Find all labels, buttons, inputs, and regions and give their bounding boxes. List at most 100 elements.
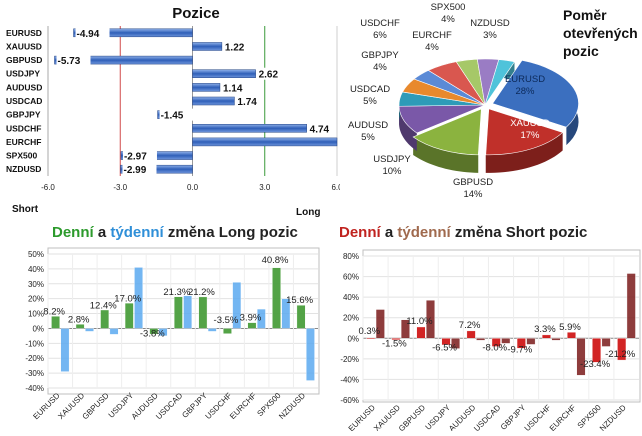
pozice-bar-eurchf — [192, 137, 338, 147]
pie-label-value-spx500: 4% — [441, 14, 455, 25]
y-tick-label: 30% — [28, 280, 44, 289]
pozice-tick-label: -3.0 — [113, 183, 127, 192]
bar-t-denn--gbpusd — [109, 328, 119, 335]
pozice-category-usdjpy: USDJPY — [6, 69, 40, 79]
y-tick-label: -20% — [25, 354, 44, 363]
long-title-part-1: Denní — [52, 224, 94, 241]
pie-label-name-gbpusd: GBPUSD — [453, 177, 493, 188]
bar-t-denn--usdcad — [501, 338, 511, 344]
y-tick-label: -40% — [25, 384, 44, 393]
pie-slice-eurusd — [492, 59, 579, 128]
pozice-chart: Pozice -6.0 -3.0 0.0 3.0 6.0 EURUSD -4.94 XAUUS… — [6, 5, 373, 218]
value-label-usdjpy: 17.0% — [114, 294, 141, 305]
pozice-value-audusd: 1.14 — [223, 83, 243, 94]
bar-t-denn--gbpusd — [426, 300, 435, 339]
pie-label-value-gbpusd: 14% — [463, 189, 483, 200]
bar-t-denn--audusd — [476, 338, 486, 341]
pie-label-name-spx500: SPX500 — [431, 2, 466, 13]
bar-denn--eurchf — [567, 332, 576, 339]
x-tick-eurchf: EURCHF — [548, 403, 578, 431]
bar-t-denn--usdjpy — [451, 338, 461, 349]
y-tick-label: 0% — [32, 324, 44, 333]
pozice-category-usdchf: USDCHF — [6, 123, 41, 133]
bar-denn--usdchf — [223, 328, 232, 334]
pozice-bar-eurusd — [73, 28, 193, 38]
bar-denn--usdcad — [173, 296, 183, 329]
bar-t-denn--audusd — [158, 328, 168, 337]
pie-label-value-eurusd: 28% — [515, 86, 535, 97]
pozice-value-usdchf: 4.74 — [310, 124, 330, 135]
bar-denn--nzdusd — [296, 305, 306, 329]
bar-t-denn--usdjpy — [134, 267, 143, 329]
pie-label-value-gbpjpy: 4% — [373, 62, 387, 73]
pozice-bar-audusd — [192, 83, 221, 92]
pozice-tick-label: 3.0 — [259, 183, 271, 192]
value-label-eurusd: 0.3% — [358, 326, 380, 337]
pie-label-value-eurchf: 4% — [425, 42, 439, 53]
bar-t-denn--eurchf — [576, 338, 586, 376]
short-title-part-1: Denní — [339, 224, 381, 241]
pie-label-value-usdjpy: 10% — [382, 166, 402, 177]
bar-denn--spx500 — [272, 267, 281, 329]
pie-label-name-usdchf: USDCHF — [360, 18, 400, 29]
pozice-value-bg — [236, 95, 265, 107]
pie-label-value-xauusd: 17% — [520, 130, 540, 141]
pie-side-usdjpy — [399, 106, 417, 152]
value-label-audusd: 7.2% — [459, 320, 481, 331]
pomer-pie-panel: EURUSD 28% XAUUSD 17% GBPUSD 14% USDJPY 10% AUDU… — [340, 0, 642, 220]
pozice-value-spx500: -2.97 — [124, 152, 147, 163]
long-title-part-3: týdenní — [110, 224, 164, 241]
pozice-bar-xauusd — [192, 42, 223, 51]
pozice-tick-label: 6.0 — [331, 183, 340, 192]
pozice-category-usdcad: USDCAD — [6, 96, 42, 106]
bar-t-denn--usdchf — [232, 282, 242, 329]
bar-t-denn--nzdusd — [306, 328, 315, 381]
long-change-panel: Denní a týdenní změna Long pozic -40% -30… — [0, 222, 321, 431]
value-label-usdcad: 21.3% — [163, 287, 190, 298]
value-label-audusd: -3.8% — [140, 329, 165, 340]
y-tick-label: -20% — [340, 355, 359, 364]
value-label-usdcad: -8.0% — [482, 343, 507, 354]
y-tick-label: 60% — [343, 273, 359, 282]
bar-denn--eurusd — [366, 337, 376, 340]
pozice-value-gbpusd: -5.73 — [58, 56, 81, 67]
bar-t-denn--spx500 — [281, 298, 291, 329]
pozice-bar-usdjpy — [192, 69, 256, 78]
bar-t-denn--spx500 — [601, 338, 611, 347]
pozice-category-audusd: AUDUSD — [6, 82, 42, 92]
y-tick-label: -10% — [25, 339, 44, 348]
bar-denn--usdchf — [541, 334, 551, 339]
bar-t-denn--eurusd — [60, 328, 70, 372]
x-tick-gbpusd: GBPUSD — [397, 403, 427, 431]
pie-side-xauusd — [485, 132, 563, 173]
pie-label-name-usdcad: USDCAD — [350, 84, 390, 95]
pozice-value-bg — [122, 163, 157, 176]
bar-denn--gbpjpy — [516, 338, 526, 349]
pie-slice-nzdusd — [484, 59, 515, 106]
bar-t-denn--usdcad — [183, 295, 193, 329]
pie-title-line-3: pozic — [563, 43, 599, 59]
bar-t-denn--eurusd — [375, 309, 385, 339]
pie-slice-xauusd — [485, 108, 564, 156]
pie-label-value-audusd: 5% — [361, 132, 375, 143]
pozice-value-bg — [308, 122, 337, 135]
short-title-part-2: a — [380, 224, 398, 241]
value-label-eurchf: 3.9% — [240, 312, 262, 323]
pie-slice-gbpusd — [412, 108, 482, 156]
bar-t-denn--xauusd — [85, 328, 94, 332]
y-tick-label: 0% — [347, 334, 359, 343]
pozice-bar-nzdusd — [120, 164, 193, 174]
pozice-value-bg — [56, 54, 91, 67]
bar-denn--gbpusd — [416, 326, 426, 339]
pozice-category-spx500: SPX500 — [6, 151, 37, 161]
pozice-value-usdcad: 1.74 — [237, 97, 257, 108]
short-change-title: Denní a týdenní změna Short pozic — [339, 224, 587, 241]
pozice-title: Pozice — [172, 5, 220, 22]
pie-title-line-2: otevřených — [563, 25, 638, 41]
pozice-bar-usdchf — [192, 124, 307, 133]
pozice-category-eurchf: EURCHF — [6, 137, 41, 147]
pie-label-name-nzdusd: NZDUSD — [470, 18, 510, 29]
bar-t-denn--usdchf — [551, 338, 561, 341]
y-tick-label: -60% — [340, 396, 359, 405]
value-label-usdchf: 3.3% — [534, 324, 556, 335]
